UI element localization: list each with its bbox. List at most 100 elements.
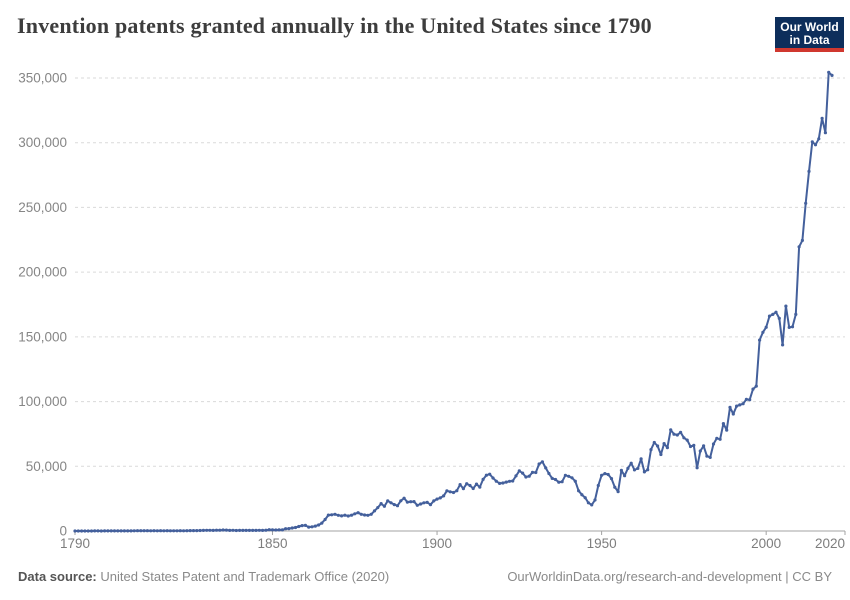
data-point <box>320 521 324 525</box>
data-point <box>76 529 80 533</box>
x-axis-label: 1790 <box>60 536 90 551</box>
y-axis-label: 350,000 <box>18 71 67 86</box>
data-point <box>191 529 196 533</box>
x-axis-label: 2000 <box>751 536 781 551</box>
data-point <box>145 529 149 533</box>
data-point <box>178 529 182 533</box>
data-point <box>438 496 442 500</box>
data-point <box>303 523 307 528</box>
data-point <box>451 490 456 495</box>
owid-logo[interactable]: Our World in Data <box>775 17 844 52</box>
data-point <box>96 529 100 533</box>
data-point <box>195 529 199 533</box>
data-point <box>498 481 502 485</box>
data-point <box>379 502 383 506</box>
license-label: CC BY <box>792 569 832 584</box>
data-point <box>577 489 581 493</box>
data-point <box>376 506 380 510</box>
data-point <box>600 473 604 477</box>
data-point <box>521 471 525 475</box>
data-point <box>794 312 798 316</box>
data-point <box>698 449 702 453</box>
data-point <box>109 529 113 533</box>
y-axis-label: 200,000 <box>18 265 67 280</box>
data-point <box>323 517 327 522</box>
data-point <box>629 461 633 465</box>
data-point <box>774 310 778 314</box>
data-point <box>442 494 446 498</box>
data-point <box>682 436 686 440</box>
data-point <box>491 476 495 480</box>
data-point <box>448 490 452 494</box>
data-point <box>511 479 515 483</box>
data-point <box>481 477 485 481</box>
data-point <box>679 430 683 434</box>
data-point <box>132 529 136 533</box>
page-title: Invention patents granted annually in th… <box>17 13 652 38</box>
data-point <box>787 325 791 329</box>
owid-logo-line1: Our World <box>780 20 839 34</box>
owid-url-link[interactable]: OurWorldinData.org/research-and-developm… <box>507 569 782 584</box>
data-point <box>823 131 828 135</box>
data-point <box>764 325 768 329</box>
data-point <box>830 73 834 77</box>
data-point <box>675 433 679 437</box>
data-point <box>593 498 597 502</box>
data-point <box>116 529 120 533</box>
data-point <box>804 201 808 205</box>
data-point <box>652 440 656 445</box>
data-point <box>241 528 245 533</box>
data-point <box>603 472 607 476</box>
data-line <box>74 71 833 532</box>
data-point <box>718 437 722 441</box>
data-point <box>534 470 538 475</box>
data-point <box>632 468 637 472</box>
y-axis-label: 100,000 <box>18 394 67 409</box>
data-point <box>86 529 90 533</box>
data-point <box>224 528 228 532</box>
data-point <box>326 513 330 517</box>
data-point <box>343 513 347 517</box>
data-point <box>412 500 416 504</box>
data-point <box>547 471 551 476</box>
data-point <box>662 442 666 446</box>
y-axis-label: 150,000 <box>18 329 67 344</box>
data-point <box>623 474 627 478</box>
data-point <box>149 529 153 533</box>
data-point <box>586 501 591 505</box>
owid-logo-line2: in Data <box>789 33 830 47</box>
data-point <box>669 428 673 432</box>
data-point <box>827 70 831 74</box>
data-point <box>231 528 235 532</box>
data-point <box>165 529 169 533</box>
data-point <box>583 496 587 500</box>
data-point <box>363 513 367 517</box>
data-point <box>395 504 400 508</box>
data-point <box>563 473 568 477</box>
data-point <box>254 528 258 533</box>
data-point <box>711 442 716 446</box>
y-axis-label: 0 <box>59 524 67 539</box>
data-point <box>725 428 729 432</box>
data-point <box>688 444 693 449</box>
data-source-text: United States Patent and Trademark Offic… <box>96 569 390 584</box>
data-point <box>471 486 475 491</box>
data-point <box>468 483 472 488</box>
data-point <box>616 490 620 494</box>
data-point <box>428 503 433 507</box>
data-point <box>501 481 505 485</box>
data-point <box>465 482 469 486</box>
data-point <box>646 468 650 472</box>
data-point <box>758 338 762 342</box>
data-point <box>494 479 498 483</box>
data-point <box>754 384 758 388</box>
data-point <box>122 529 126 533</box>
data-point <box>797 245 801 249</box>
data-point <box>619 468 624 472</box>
y-axis-label: 50,000 <box>26 459 67 474</box>
data-point <box>573 479 577 483</box>
data-point <box>168 529 172 533</box>
data-point <box>103 529 107 533</box>
data-point <box>609 477 614 481</box>
data-point <box>738 403 742 407</box>
